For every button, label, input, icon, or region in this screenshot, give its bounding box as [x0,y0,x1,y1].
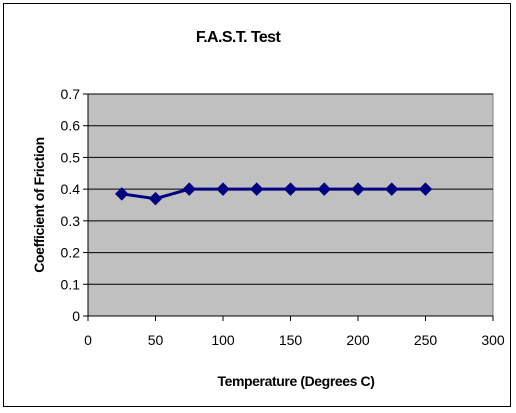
y-tick-label: 0.6 [61,118,81,134]
data-point-diamond [351,182,365,196]
data-point-diamond [216,182,230,196]
x-tick-label: 0 [84,332,92,348]
data-point-diamond [418,182,433,196]
tick-labels: 0 0.1 0.2 0.3 0.4 0.5 0.6 0.7 0 50 100 150 200 250 300 [61,86,505,348]
y-tick-label: 0.2 [61,245,81,261]
y-tick-label: 0.3 [61,213,81,229]
series [115,182,433,206]
x-tick-label: 150 [279,332,303,348]
data-point-diamond [283,182,298,196]
x-tick-label: 300 [481,332,505,348]
x-axis-label: Temperature (Degrees C) [217,373,374,389]
data-point-diamond [317,182,331,196]
y-tick-label: 0.1 [61,276,81,292]
chart-frame: F.A.S.T. Test 0 0.1 0.2 0.3 0.4 0.5 0.6 0.7 0 50 1… [3,3,511,407]
y-tick-label: 0 [72,308,80,324]
axes [83,93,494,321]
x-tick-label: 250 [414,332,438,348]
data-point-diamond [182,182,196,196]
y-tick-label: 0.5 [61,149,81,165]
x-tick-label: 100 [211,332,235,348]
data-point-diamond [148,191,163,206]
data-point-diamond [115,187,129,201]
x-tick-label: 200 [346,332,370,348]
data-point-diamond [385,182,399,196]
y-tick-label: 0.7 [61,86,81,102]
chart-title: F.A.S.T. Test [196,29,282,46]
series-line [121,187,426,201]
plot-area [87,93,494,317]
y-axis-label: Coefficient of Friction [31,137,47,272]
y-tick-label: 0.4 [61,181,81,197]
data-point-diamond [250,182,264,196]
chart: F.A.S.T. Test 0 0.1 0.2 0.3 0.4 0.5 0.6 0.7 0 50 1… [31,29,505,389]
grid-lines [88,93,493,285]
x-tick-label: 50 [148,332,164,348]
